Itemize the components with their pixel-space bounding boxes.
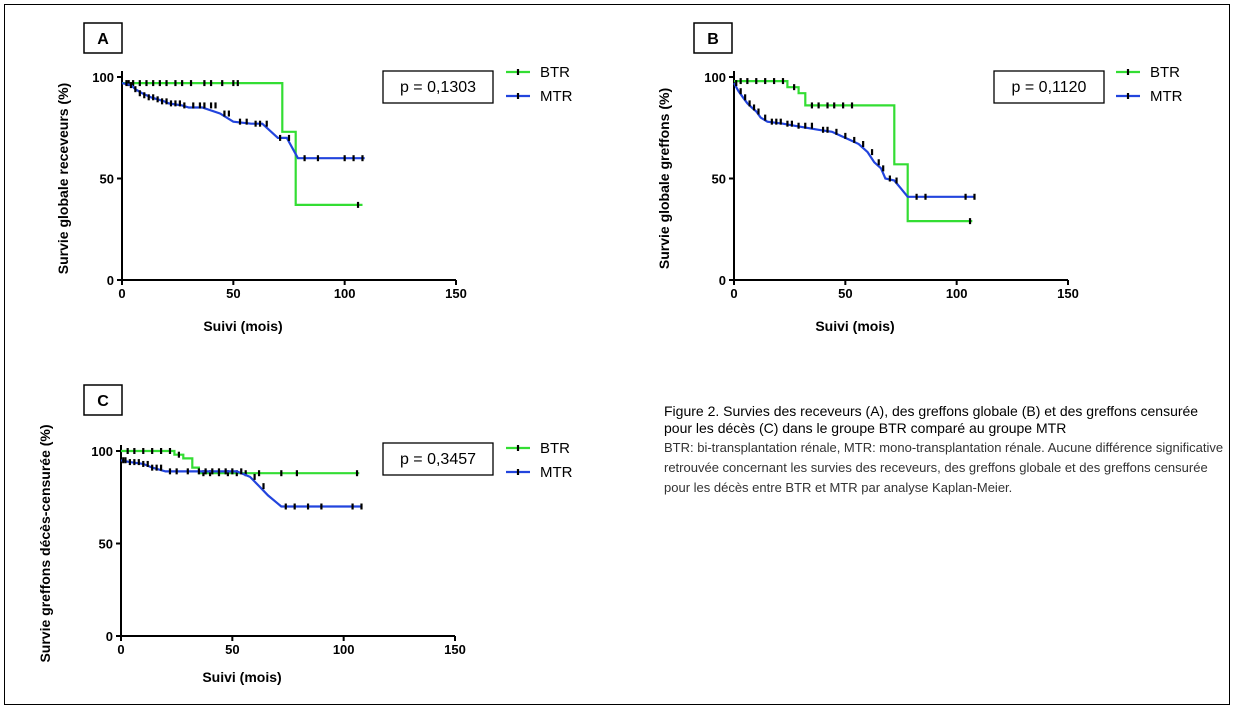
panel-label: C (97, 393, 109, 410)
y-tick-label: 50 (99, 537, 113, 552)
x-tick-label: 150 (445, 286, 467, 301)
panel-label-box (83, 22, 123, 54)
panel-label: A (97, 31, 109, 48)
x-tick-label: 150 (444, 642, 466, 657)
y-axis-label: Survie greffons décès-censurée (%) (37, 424, 53, 662)
panel-a: A 0 50 100 150 0 50 100 Suivi (mois) Survie globa… (55, 22, 573, 334)
x-axis-label: Suivi (mois) (815, 318, 894, 334)
series-mtr-curve (120, 459, 362, 508)
panel-label-box (83, 384, 123, 416)
caption-title: Figure 2. Survies des receveurs (A), des… (664, 403, 1199, 436)
y-tick-label: 50 (712, 172, 726, 187)
panel-c: C 0 50 100 150 0 50 100 Suivi (mois) Survie greff… (37, 384, 573, 685)
series-btr-curve (734, 80, 973, 223)
series-btr-curve (122, 82, 363, 206)
y-tick-label: 100 (704, 70, 726, 85)
legend-label: BTR (540, 440, 570, 457)
x-axis-label: Suivi (mois) (203, 318, 282, 334)
legend-label: BTR (1150, 64, 1180, 81)
y-tick-label: 100 (92, 70, 114, 85)
series-mtr-curve (121, 82, 365, 160)
p-value-box (382, 442, 494, 476)
y-axis-label: Survie globale receveurs (%) (55, 83, 71, 274)
x-tick-label: 100 (333, 642, 355, 657)
x-tick-label: 50 (838, 286, 852, 301)
y-tick-label: 0 (106, 629, 113, 644)
x-axis-label: Suivi (mois) (202, 669, 281, 685)
caption-body: BTR: bi-transplantation rénale, MTR: mon… (664, 440, 1224, 495)
p-value-box (382, 70, 494, 104)
y-tick-label: 100 (91, 444, 113, 459)
x-tick-label: 0 (730, 286, 737, 301)
panel-b: B 0 50 100 150 0 50 100 Suivi (mois) Survie globa… (656, 22, 1183, 334)
x-tick-label: 150 (1057, 286, 1079, 301)
p-value: p = 0,3457 (400, 451, 476, 468)
panel-label: B (707, 31, 719, 48)
p-value: p = 0,1303 (400, 79, 476, 96)
x-tick-label: 50 (226, 286, 240, 301)
y-tick-label: 50 (100, 172, 114, 187)
legend-label: MTR (1150, 88, 1183, 105)
panel-label-box (693, 22, 733, 54)
x-tick-label: 0 (118, 286, 125, 301)
x-tick-label: 50 (225, 642, 239, 657)
x-tick-label: 100 (334, 286, 356, 301)
y-tick-label: 0 (107, 273, 114, 288)
y-tick-label: 0 (719, 273, 726, 288)
y-axis-label: Survie globale greffons (%) (656, 88, 672, 269)
figure-caption: Figure 2. Survies des receveurs (A), des… (664, 403, 1224, 498)
p-value-box (993, 70, 1105, 104)
x-tick-label: 0 (117, 642, 124, 657)
legend-label: MTR (540, 88, 573, 105)
p-value: p = 0,1120 (1012, 79, 1087, 96)
figure-frame (4, 4, 1230, 705)
legend-label: MTR (540, 464, 573, 481)
x-tick-label: 100 (946, 286, 968, 301)
legend-label: BTR (540, 64, 570, 81)
